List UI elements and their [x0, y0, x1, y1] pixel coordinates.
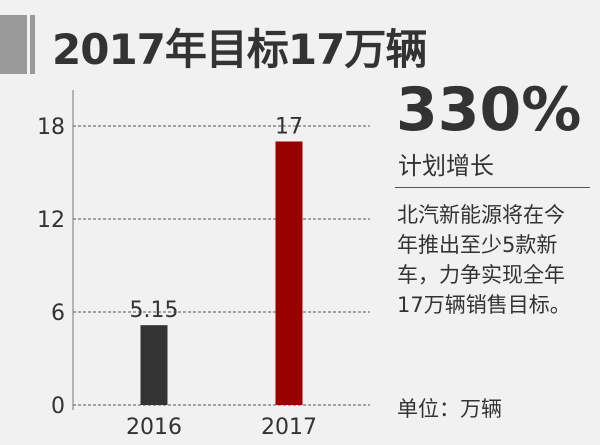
unit-label: 单位：万辆	[397, 397, 502, 421]
title-accent-block	[0, 15, 27, 74]
page-title: 2017年目标17万辆	[52, 25, 427, 74]
growth-value: 330%	[396, 75, 582, 145]
y-tick-label: 0	[51, 394, 65, 419]
growth-label: 计划增长	[398, 152, 494, 180]
y-tick-label: 6	[51, 301, 65, 326]
bar-2017	[275, 141, 303, 405]
bar-2016	[140, 325, 168, 405]
description-text: 北汽新能源将在今年推出至少5款新车，力争实现全年17万辆销售目标。	[397, 203, 571, 317]
title-accent-bar	[30, 15, 35, 74]
x-tick-label: 2017	[261, 415, 317, 440]
y-tick-label: 18	[37, 115, 65, 140]
y-tick-label: 12	[37, 208, 65, 233]
divider	[395, 187, 590, 188]
data-label: 17	[275, 115, 303, 140]
x-tick-label: 2016	[126, 415, 182, 440]
data-label: 5.15	[130, 298, 179, 323]
